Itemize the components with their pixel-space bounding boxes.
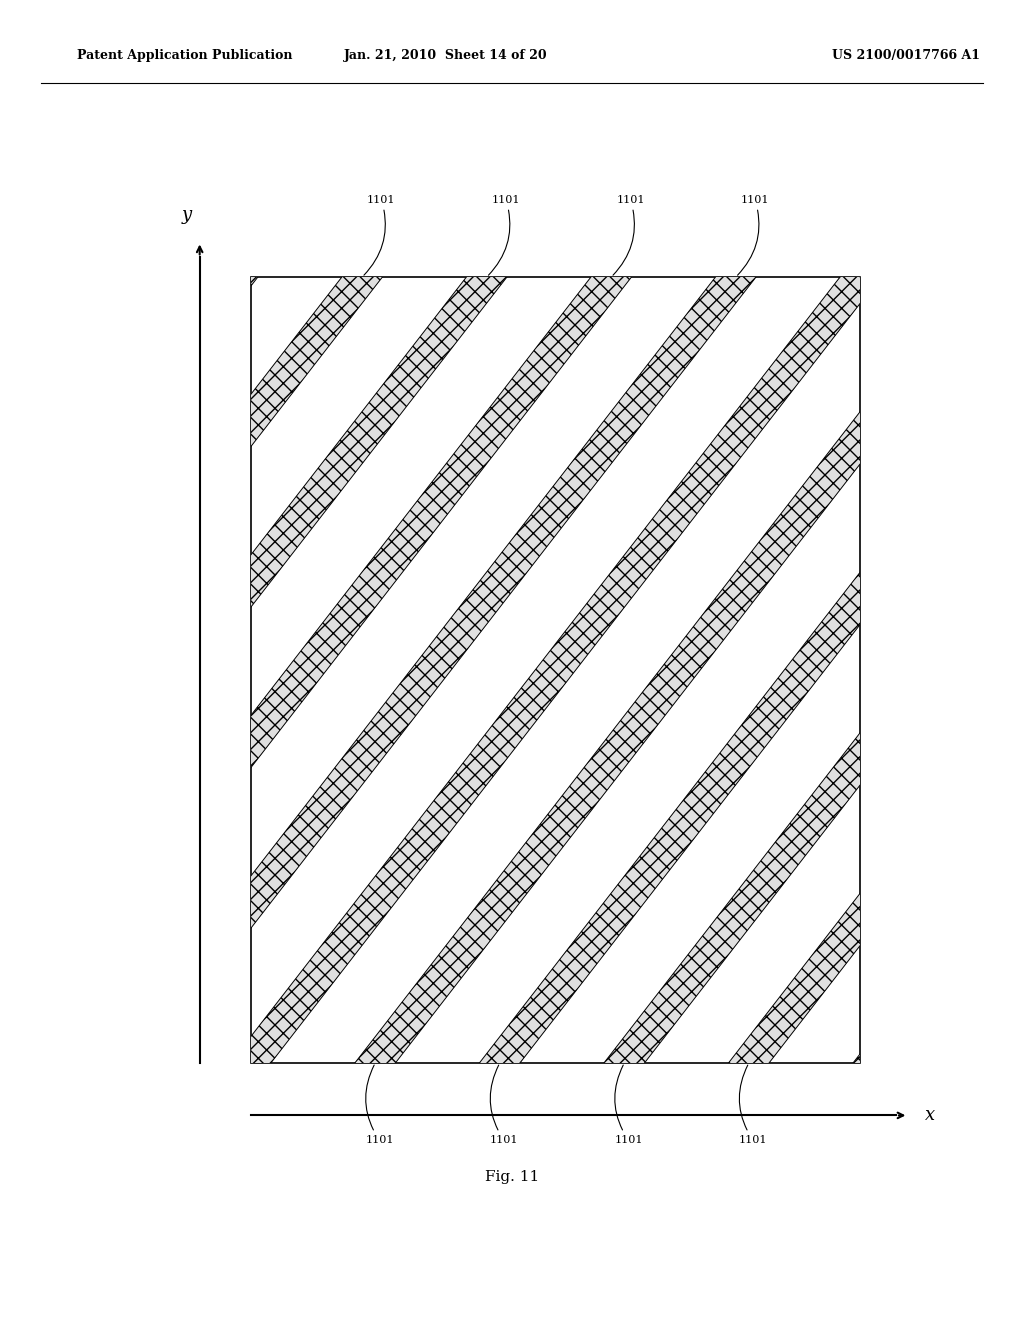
PathPatch shape xyxy=(101,84,761,935)
Text: 1101: 1101 xyxy=(737,194,769,275)
PathPatch shape xyxy=(350,405,1010,1255)
Bar xyxy=(251,277,860,1063)
Text: 1101: 1101 xyxy=(613,194,645,275)
Text: 1101: 1101 xyxy=(738,1065,767,1146)
PathPatch shape xyxy=(225,244,886,1096)
Text: Jan. 21, 2010  Sheet 14 of 20: Jan. 21, 2010 Sheet 14 of 20 xyxy=(344,49,547,62)
Text: 1101: 1101 xyxy=(364,194,395,275)
PathPatch shape xyxy=(474,565,1024,1320)
PathPatch shape xyxy=(537,645,1024,1320)
PathPatch shape xyxy=(39,4,698,854)
PathPatch shape xyxy=(251,277,860,1063)
Text: US 2100/0017766 A1: US 2100/0017766 A1 xyxy=(833,49,980,62)
PathPatch shape xyxy=(0,0,574,694)
PathPatch shape xyxy=(163,164,823,1015)
Text: Patent Application Publication: Patent Application Publication xyxy=(77,49,292,62)
Text: y: y xyxy=(181,206,191,224)
Text: x: x xyxy=(925,1106,935,1125)
Text: 1101: 1101 xyxy=(614,1065,643,1146)
PathPatch shape xyxy=(599,726,1024,1320)
Text: 1101: 1101 xyxy=(489,1065,518,1146)
PathPatch shape xyxy=(413,486,1024,1320)
Text: 1101: 1101 xyxy=(488,194,520,275)
PathPatch shape xyxy=(0,0,637,775)
Text: Fig. 11: Fig. 11 xyxy=(485,1171,539,1184)
PathPatch shape xyxy=(0,0,450,533)
Text: 1101: 1101 xyxy=(366,1065,393,1146)
PathPatch shape xyxy=(0,0,512,614)
PathPatch shape xyxy=(288,325,948,1176)
PathPatch shape xyxy=(662,807,1024,1320)
